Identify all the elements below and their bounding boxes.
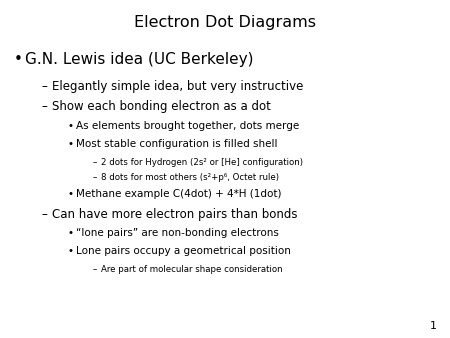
Text: •: • [68,189,73,199]
Text: 2 dots for Hydrogen (2s² or [He] configuration): 2 dots for Hydrogen (2s² or [He] configu… [101,158,303,167]
Text: As elements brought together, dots merge: As elements brought together, dots merge [76,121,300,131]
Text: Lone pairs occupy a geometrical position: Lone pairs occupy a geometrical position [76,246,292,257]
Text: –: – [42,100,48,113]
Text: –: – [42,80,48,93]
Text: –: – [92,158,97,167]
Text: –: – [92,265,97,274]
Text: G.N. Lewis idea (UC Berkeley): G.N. Lewis idea (UC Berkeley) [25,52,253,67]
Text: Can have more electron pairs than bonds: Can have more electron pairs than bonds [52,208,297,220]
Text: •: • [68,121,73,131]
Text: Most stable configuration is filled shell: Most stable configuration is filled shel… [76,139,278,149]
Text: 8 dots for most others (s²+p⁶, Octet rule): 8 dots for most others (s²+p⁶, Octet rul… [101,173,279,183]
Text: •: • [68,228,73,238]
Text: –: – [92,173,97,183]
Text: Are part of molecular shape consideration: Are part of molecular shape consideratio… [101,265,283,274]
Text: •: • [68,139,73,149]
Text: Methane example C(4dot) + 4*H (1dot): Methane example C(4dot) + 4*H (1dot) [76,189,282,199]
Text: Elegantly simple idea, but very instructive: Elegantly simple idea, but very instruct… [52,80,303,93]
Text: •: • [68,246,73,257]
Text: Show each bonding electron as a dot: Show each bonding electron as a dot [52,100,270,113]
Text: “lone pairs” are non-bonding electrons: “lone pairs” are non-bonding electrons [76,228,279,238]
Text: •: • [14,52,22,67]
Text: Electron Dot Diagrams: Electron Dot Diagrams [134,15,316,30]
Text: –: – [42,208,48,220]
Text: 1: 1 [429,321,436,331]
